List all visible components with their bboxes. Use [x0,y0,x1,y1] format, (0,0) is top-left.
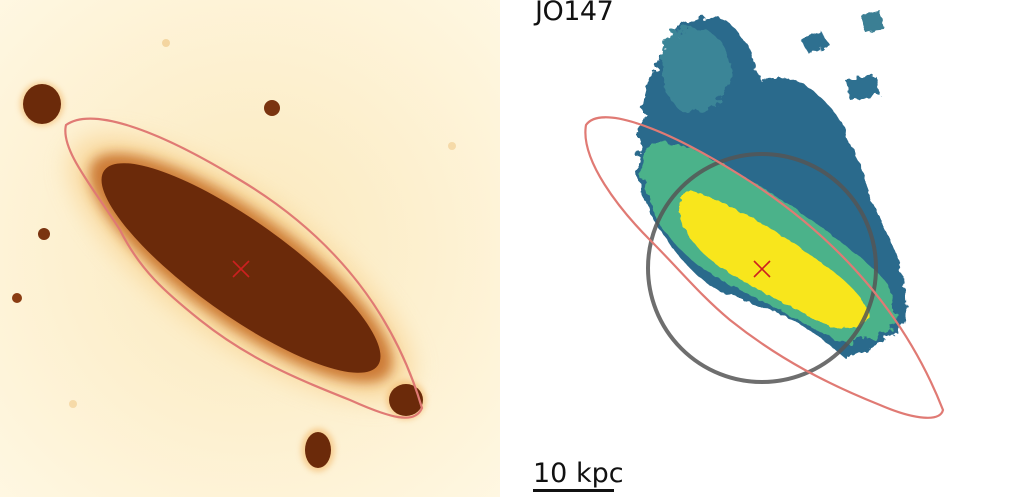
galaxy-contour [64,117,424,419]
field-sources [12,39,456,472]
galaxy-contour-right [584,116,945,419]
scale-bar-label: 10 kpc [533,458,624,489]
center-marker-left [232,260,250,278]
stellar-image-panel [0,0,500,497]
field-star [38,228,50,240]
scale-bar [533,489,614,492]
field-star [389,384,423,416]
stellar-image [0,0,500,497]
halpha-map [584,10,945,419]
field-star [305,432,331,468]
field-star [23,84,61,124]
field-star [12,293,22,303]
field-star [264,100,280,116]
emission-high [680,190,870,329]
galaxy-name-label: JO147 [535,0,614,27]
halpha-map-panel [520,0,1019,497]
center-marker-right [753,260,771,278]
aperture-circle [646,152,878,384]
